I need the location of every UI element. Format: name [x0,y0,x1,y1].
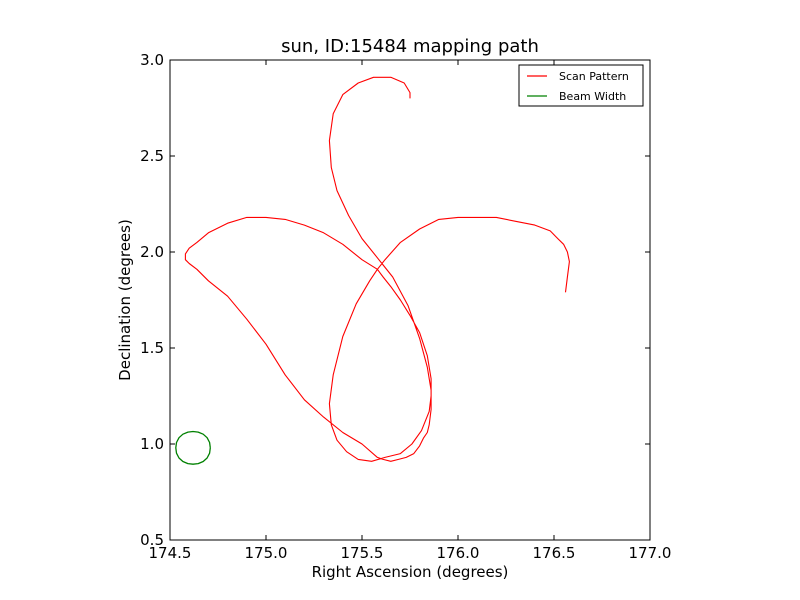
x-tick-label: 176.0 [437,544,480,562]
x-axis-ticks: 174.5 175.0 175.5 176.0 176.5 177.0 [149,60,672,562]
y-tick-label: 0.5 [140,531,164,549]
y-tick-label: 3.0 [140,51,164,69]
series-line-beam-width [175,430,211,465]
x-tick-label: 176.5 [533,544,576,562]
series-line-scan-pattern [184,76,570,462]
y-tick-label: 2.5 [140,147,164,165]
legend: Scan Pattern Beam Width [518,64,644,107]
y-axis-ticks: 0.5 1.0 1.5 2.0 2.5 3.0 [140,51,650,549]
y-tick-label: 1.0 [140,435,164,453]
legend-label-beam-width: Beam Width [559,90,626,103]
x-tick-label: 177.0 [629,544,672,562]
plot-area [175,76,570,465]
x-tick-label: 175.5 [341,544,384,562]
chart-title: sun, ID:15484 mapping path [281,36,539,57]
plot-frame [169,59,651,541]
y-tick-label: 1.5 [140,339,164,357]
legend-box [518,64,644,107]
x-tick-label: 175.0 [245,544,288,562]
x-tick-label: 174.5 [149,544,192,562]
y-tick-label: 2.0 [140,243,164,261]
y-axis-label: Declination (degrees) [116,219,134,381]
x-axis-label: Right Ascension (degrees) [312,563,509,581]
legend-label-scan-pattern: Scan Pattern [559,70,629,83]
